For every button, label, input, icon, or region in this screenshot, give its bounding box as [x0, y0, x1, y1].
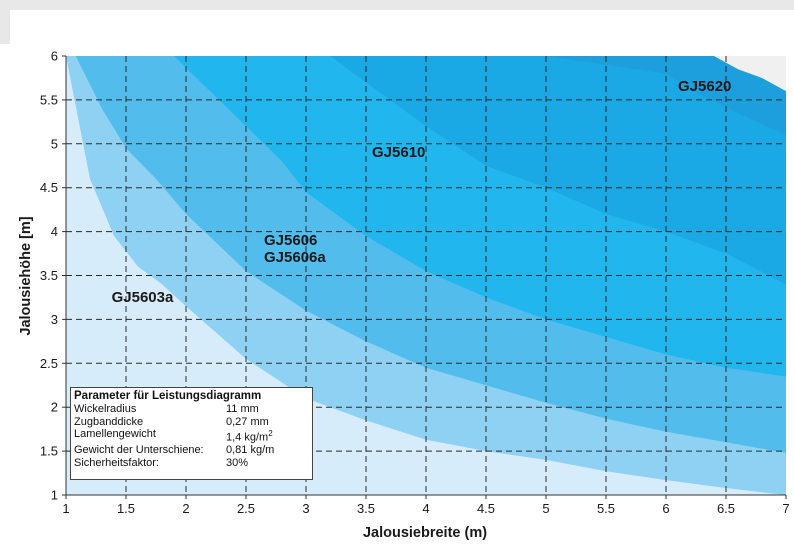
- legend-key: Wickelradius: [74, 403, 137, 415]
- legend-value-text: 1,4 kg/m: [226, 431, 269, 444]
- region-area-band-6: [714, 56, 786, 92]
- y-axis-label: Jalousiehöhe [m]: [18, 216, 34, 335]
- y-tick-label: 4: [51, 224, 58, 239]
- y-tick-label: 5.5: [40, 92, 58, 107]
- y-tick-label: 6: [51, 49, 58, 64]
- top-frame-bar: [0, 0, 794, 10]
- legend-value: 0,27 mm: [226, 415, 269, 428]
- y-tick-label: 5: [51, 136, 58, 151]
- x-axis-label: Jalousiebreite (m): [363, 525, 487, 541]
- x-tick-label: 3: [302, 501, 309, 516]
- x-tick-label: 1: [62, 501, 69, 516]
- legend-key: Gewicht der Unterschiene:: [74, 444, 204, 457]
- region-label-gj5606: GJ5606: [264, 232, 317, 249]
- region-area-gj5620: [546, 56, 786, 135]
- legend-row: Sicherheitsfaktor: 30%: [74, 457, 309, 470]
- legend-key: Lamellengewicht: [74, 428, 156, 440]
- region-label-gj5606a: GJ5606a: [264, 249, 326, 266]
- legend-value: 0,81 kg/m: [226, 444, 275, 457]
- region-label-gj5620: GJ5620: [678, 78, 731, 95]
- x-tick-label: 2.5: [237, 501, 255, 516]
- x-tick-label: 5: [542, 501, 549, 516]
- legend-row: Wickelradius 11 mm: [74, 403, 309, 416]
- left-frame-bar: [0, 10, 10, 44]
- x-tick-label: 5.5: [597, 501, 615, 516]
- y-tick-labels: 1 1.5 2 2.5 3 3.5 4 4.5 5 5.5 6: [40, 49, 66, 503]
- y-tick-label: 3.5: [40, 268, 58, 283]
- x-tick-label: 7: [782, 501, 789, 516]
- x-tick-label: 4.5: [477, 501, 495, 516]
- y-tick-label: 4.5: [40, 180, 58, 195]
- x-tick-label: 2: [182, 501, 189, 516]
- parameter-legend: Parameter für Leistungsdiagramm Wickelra…: [70, 387, 313, 480]
- legend-row: Lamellengewicht 1,4 kg/m2: [74, 428, 309, 444]
- legend-value-sup: 2: [268, 429, 273, 438]
- legend-value: 30%: [226, 456, 249, 469]
- y-tick-label: 3: [51, 312, 58, 327]
- region-label-gj5603a: GJ5603a: [112, 289, 174, 306]
- legend-key: Zugbanddicke: [74, 415, 144, 428]
- legend-key: Sicherheitsfaktor:: [74, 456, 159, 469]
- x-tick-label: 6.5: [717, 501, 735, 516]
- region-label-gj5610: GJ5610: [372, 144, 425, 161]
- y-tick-label: 1: [51, 488, 58, 503]
- legend-value: 1,4 kg/m2: [226, 428, 273, 444]
- x-tick-labels: 1 1.5 2 2.5 3 3.5 4 4.5 5 5.5 6 6.5 7: [62, 495, 790, 516]
- legend-row: Zugbanddicke 0,27 mm: [74, 416, 309, 429]
- region-area-band-4: [330, 56, 786, 285]
- x-tick-label: 3.5: [357, 501, 375, 516]
- y-tick-label: 1.5: [40, 444, 58, 459]
- y-tick-label: 2.5: [40, 356, 58, 371]
- legend-row: Gewicht der Unterschiene: 0,81 kg/m: [74, 444, 309, 457]
- x-tick-label: 4: [422, 501, 429, 516]
- x-tick-label: 6: [662, 501, 669, 516]
- legend-value: 11 mm: [226, 403, 259, 415]
- y-tick-label: 2: [51, 400, 58, 415]
- legend-title: Parameter für Leistungsdiagramm: [74, 390, 262, 402]
- x-tick-label: 1.5: [117, 501, 135, 516]
